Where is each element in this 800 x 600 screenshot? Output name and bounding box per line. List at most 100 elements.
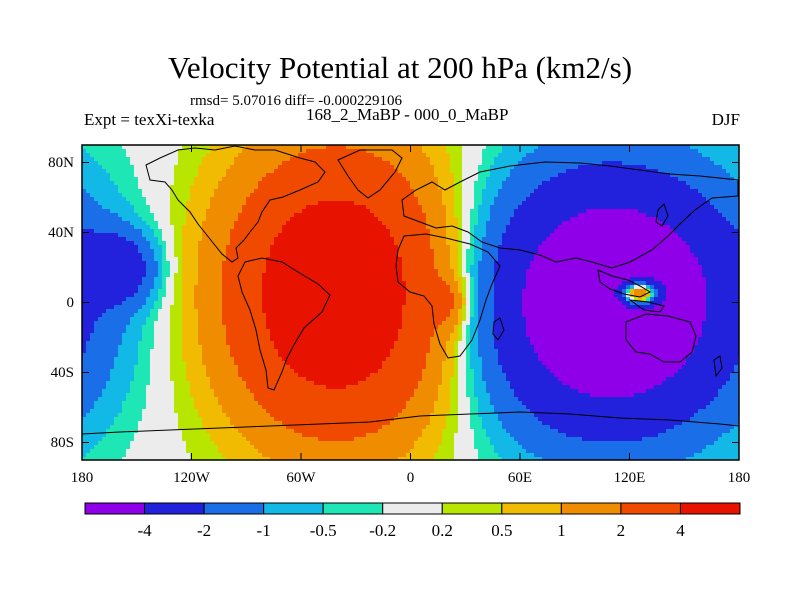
field-cell: [262, 145, 267, 150]
field-cell: [322, 429, 327, 434]
field-cell: [222, 445, 227, 450]
field-cell: [246, 277, 251, 282]
field-cell: [102, 329, 107, 334]
field-cell: [86, 233, 91, 238]
field-cell: [330, 441, 335, 446]
field-cell: [122, 405, 127, 410]
field-cell: [258, 157, 263, 162]
field-cell: [246, 297, 251, 302]
field-cell: [310, 145, 315, 150]
field-cell: [302, 229, 307, 234]
field-cell: [86, 257, 91, 262]
field-cell: [174, 273, 179, 278]
field-cell: [226, 397, 231, 402]
field-cell: [182, 325, 187, 330]
field-cell: [278, 153, 283, 158]
field-cell: [114, 213, 119, 218]
field-cell: [298, 373, 303, 378]
field-cell: [266, 401, 271, 406]
field-cell: [126, 385, 131, 390]
field-cell: [234, 389, 239, 394]
field-cell: [322, 337, 327, 342]
field-cell: [330, 289, 335, 294]
field-cell: [286, 449, 291, 454]
field-cell: [318, 185, 323, 190]
field-cell: [166, 233, 171, 238]
field-cell: [162, 269, 167, 274]
field-cell: [90, 401, 95, 406]
field-cell: [110, 209, 115, 214]
field-cell: [326, 337, 331, 342]
field-cell: [226, 165, 231, 170]
field-cell: [294, 365, 299, 370]
field-cell: [294, 181, 299, 186]
field-cell: [190, 325, 195, 330]
field-cell: [286, 241, 291, 246]
field-cell: [230, 349, 235, 354]
field-cell: [190, 253, 195, 258]
field-cell: [306, 433, 311, 438]
field-cell: [98, 305, 103, 310]
field-cell: [274, 253, 279, 258]
field-cell: [186, 205, 191, 210]
field-cell: [270, 357, 275, 362]
field-cell: [314, 337, 319, 342]
field-cell: [254, 233, 259, 238]
field-cell: [258, 233, 263, 238]
field-cell: [90, 337, 95, 342]
field-cell: [130, 353, 135, 358]
field-cell: [166, 153, 171, 158]
field-cell: [146, 365, 151, 370]
field-cell: [130, 393, 135, 398]
field-cell: [94, 277, 99, 282]
field-cell: [322, 225, 327, 230]
field-cell: [86, 149, 91, 154]
field-cell: [230, 149, 235, 154]
field-cell: [194, 269, 199, 274]
field-cell: [86, 409, 91, 414]
field-cell: [202, 269, 207, 274]
field-cell: [202, 317, 207, 322]
field-cell: [174, 177, 179, 182]
field-cell: [314, 457, 319, 460]
field-cell: [178, 425, 183, 430]
field-cell: [210, 369, 215, 374]
field-cell: [174, 209, 179, 214]
field-cell: [162, 317, 167, 322]
field-cell: [206, 253, 211, 258]
field-cell: [206, 397, 211, 402]
field-cell: [262, 209, 267, 214]
field-cell: [110, 197, 115, 202]
field-cell: [214, 445, 219, 450]
field-cell: [298, 317, 303, 322]
field-cell: [198, 197, 203, 202]
field-cell: [98, 285, 103, 290]
field-cell: [102, 277, 107, 282]
field-cell: [154, 281, 159, 286]
field-cell: [242, 209, 247, 214]
field-cell: [214, 357, 219, 362]
field-cell: [194, 293, 199, 298]
field-cell: [278, 145, 283, 150]
field-cell: [290, 145, 295, 150]
field-cell: [286, 305, 291, 310]
field-cell: [226, 341, 231, 346]
field-cell: [246, 441, 251, 446]
field-cell: [298, 165, 303, 170]
field-cell: [306, 361, 311, 366]
field-cell: [174, 313, 179, 318]
field-cell: [102, 421, 107, 426]
field-cell: [178, 317, 183, 322]
field-cell: [282, 161, 287, 166]
field-cell: [306, 413, 311, 418]
field-cell: [142, 445, 147, 450]
field-cell: [294, 273, 299, 278]
field-cell: [86, 321, 91, 326]
field-cell: [242, 221, 247, 226]
field-cell: [94, 341, 99, 346]
field-cell: [114, 349, 119, 354]
field-cell: [202, 381, 207, 386]
field-cell: [242, 245, 247, 250]
field-cell: [190, 337, 195, 342]
field-cell: [262, 409, 267, 414]
